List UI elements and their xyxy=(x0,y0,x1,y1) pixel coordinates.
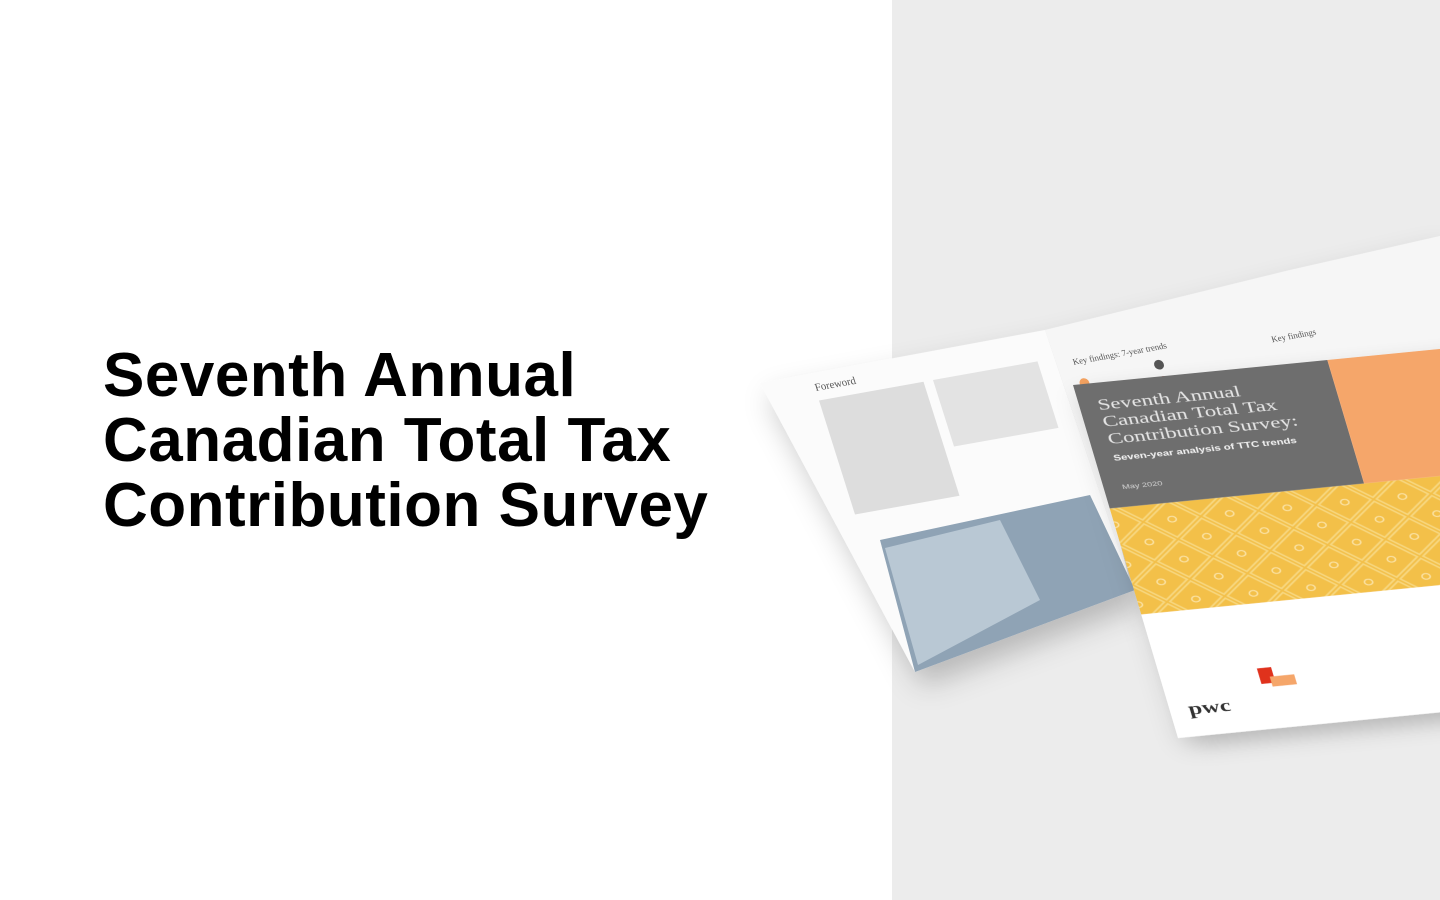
photo-light xyxy=(885,520,1040,665)
headline-line: Contribution Survey xyxy=(103,471,709,540)
bullet xyxy=(1154,359,1164,370)
spread: Foreword Key findings: 7-year trends Key… xyxy=(760,236,1440,672)
text-block xyxy=(819,381,960,515)
headline-line: Canadian Total Tax xyxy=(103,406,672,475)
headline-line: Seventh Annual xyxy=(103,341,577,410)
headline: Seventh Annual Canadian Total Tax Contri… xyxy=(103,343,708,538)
middle-page xyxy=(1045,236,1440,582)
cover-gray xyxy=(1073,359,1365,509)
cover-date: May 2020 xyxy=(1121,480,1164,491)
logo-mark xyxy=(1269,674,1298,687)
text-block xyxy=(933,361,1059,447)
cover-orange xyxy=(1327,342,1440,484)
cover-pattern xyxy=(1109,466,1440,615)
cover: Seventh Annual Canadian Total Tax Contri… xyxy=(1073,342,1440,738)
cover-logo: pwc xyxy=(1186,696,1234,719)
